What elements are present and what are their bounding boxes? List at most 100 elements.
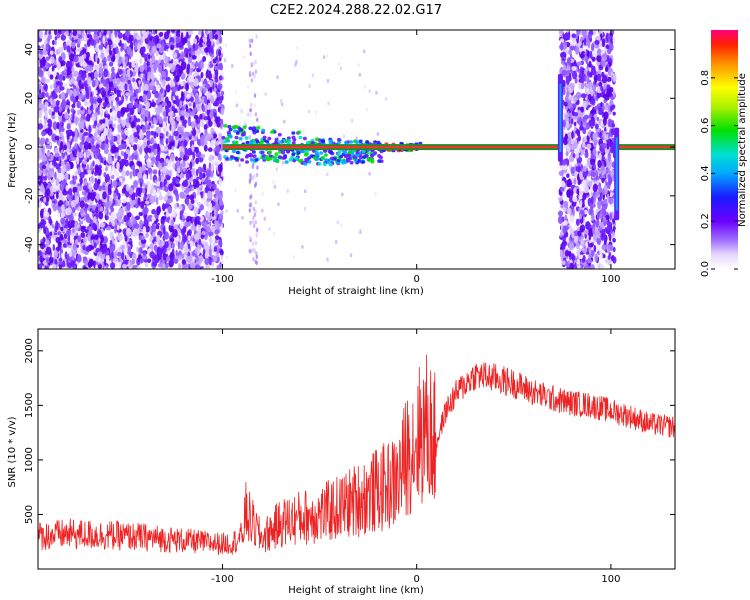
noise-dot — [194, 95, 200, 105]
noise-dot — [570, 41, 577, 47]
noise-dot — [105, 167, 108, 172]
noise-dot — [102, 132, 106, 141]
noise-dot — [607, 244, 614, 251]
noise-dot — [209, 155, 213, 162]
noise-dot — [191, 51, 195, 56]
noise-dot — [160, 176, 165, 182]
noise-dot — [605, 168, 610, 173]
noise-dot — [167, 111, 174, 117]
noise-dot — [91, 144, 96, 154]
noise-dot — [606, 84, 611, 89]
noise-dot — [199, 204, 205, 211]
noise-dot — [572, 70, 578, 80]
noise-dot — [72, 186, 78, 193]
noise-dot — [39, 59, 43, 68]
noise-dot — [139, 182, 143, 188]
sparse-dot — [253, 103, 257, 108]
noise-dot — [129, 88, 134, 98]
noise-dot — [178, 41, 184, 49]
noise-dot — [73, 136, 78, 143]
noise-dot — [106, 138, 109, 145]
noise-dot — [187, 202, 193, 210]
noise-dot — [93, 182, 99, 191]
noise-dot — [185, 171, 191, 181]
sparse-dot — [236, 208, 240, 213]
noise-dot — [187, 229, 192, 236]
noise-dot — [98, 185, 102, 192]
noise-dot — [565, 120, 570, 129]
noise-dot — [159, 94, 162, 101]
noise-dot — [44, 128, 50, 134]
sparse-dot — [249, 113, 253, 118]
noise-dot — [44, 168, 48, 174]
band-dot — [253, 212, 257, 218]
noise-dot — [40, 76, 46, 84]
noise-dot — [133, 264, 137, 269]
noise-dot — [126, 138, 130, 147]
noise-dot — [44, 110, 48, 119]
sparse-dot — [242, 55, 246, 60]
noise-dot — [70, 108, 75, 113]
noise-dot — [147, 258, 152, 264]
noise-dot — [104, 209, 107, 214]
noise-dot — [45, 246, 52, 255]
noise-dot — [216, 58, 220, 65]
noise-dot — [592, 132, 598, 141]
noise-dot — [58, 155, 62, 161]
noise-dot — [588, 234, 592, 241]
noise-dot — [111, 66, 115, 73]
noise-dot — [196, 188, 200, 196]
noise-dot — [561, 159, 567, 166]
noise-dot — [60, 226, 64, 232]
noise-dot — [84, 203, 89, 209]
noise-dot — [205, 71, 209, 79]
noise-dot — [59, 159, 62, 167]
noise-dot — [124, 259, 129, 265]
noise-dot — [561, 243, 566, 250]
noise-dot — [604, 188, 608, 195]
noise-dot — [198, 238, 202, 246]
noise-dot — [184, 155, 190, 161]
noise-dot — [573, 112, 579, 117]
noise-dot — [112, 78, 117, 83]
noise-dot — [565, 49, 569, 55]
noise-dot — [587, 82, 593, 87]
band-dot — [249, 220, 252, 225]
noise-dot — [134, 136, 139, 143]
noise-dot — [179, 151, 185, 158]
noise-dot — [131, 61, 136, 68]
noise-dot — [212, 133, 218, 139]
noise-dot — [142, 254, 148, 260]
noise-dot — [601, 155, 605, 162]
noise-dot — [190, 67, 194, 73]
noise-dot — [210, 95, 214, 104]
band-dot — [253, 223, 256, 229]
noise-dot — [103, 258, 107, 266]
noise-dot — [125, 92, 131, 97]
noise-dot — [184, 221, 190, 228]
noise-dot — [118, 56, 122, 66]
noise-dot — [591, 212, 595, 222]
noise-dot — [598, 169, 602, 174]
noise-dot — [144, 55, 147, 63]
noise-dot — [195, 264, 200, 269]
noise-dot — [162, 204, 167, 210]
noise-dot — [171, 209, 177, 218]
noise-dot — [164, 61, 170, 67]
noise-dot — [138, 211, 144, 217]
noise-dot — [65, 92, 69, 98]
noise-dot — [80, 106, 84, 111]
noise-dot — [105, 186, 108, 195]
noise-dot — [92, 216, 97, 224]
noise-dot — [111, 32, 115, 42]
noise-dot — [65, 40, 72, 48]
band-dot — [254, 69, 258, 74]
noise-dot — [79, 200, 85, 209]
noise-dot — [594, 253, 598, 263]
noise-dot — [565, 151, 569, 157]
noise-dot — [205, 225, 211, 232]
noise-dot — [612, 73, 617, 83]
noise-dot — [212, 201, 216, 207]
noise-dot — [192, 101, 196, 110]
noise-dot — [106, 193, 110, 203]
